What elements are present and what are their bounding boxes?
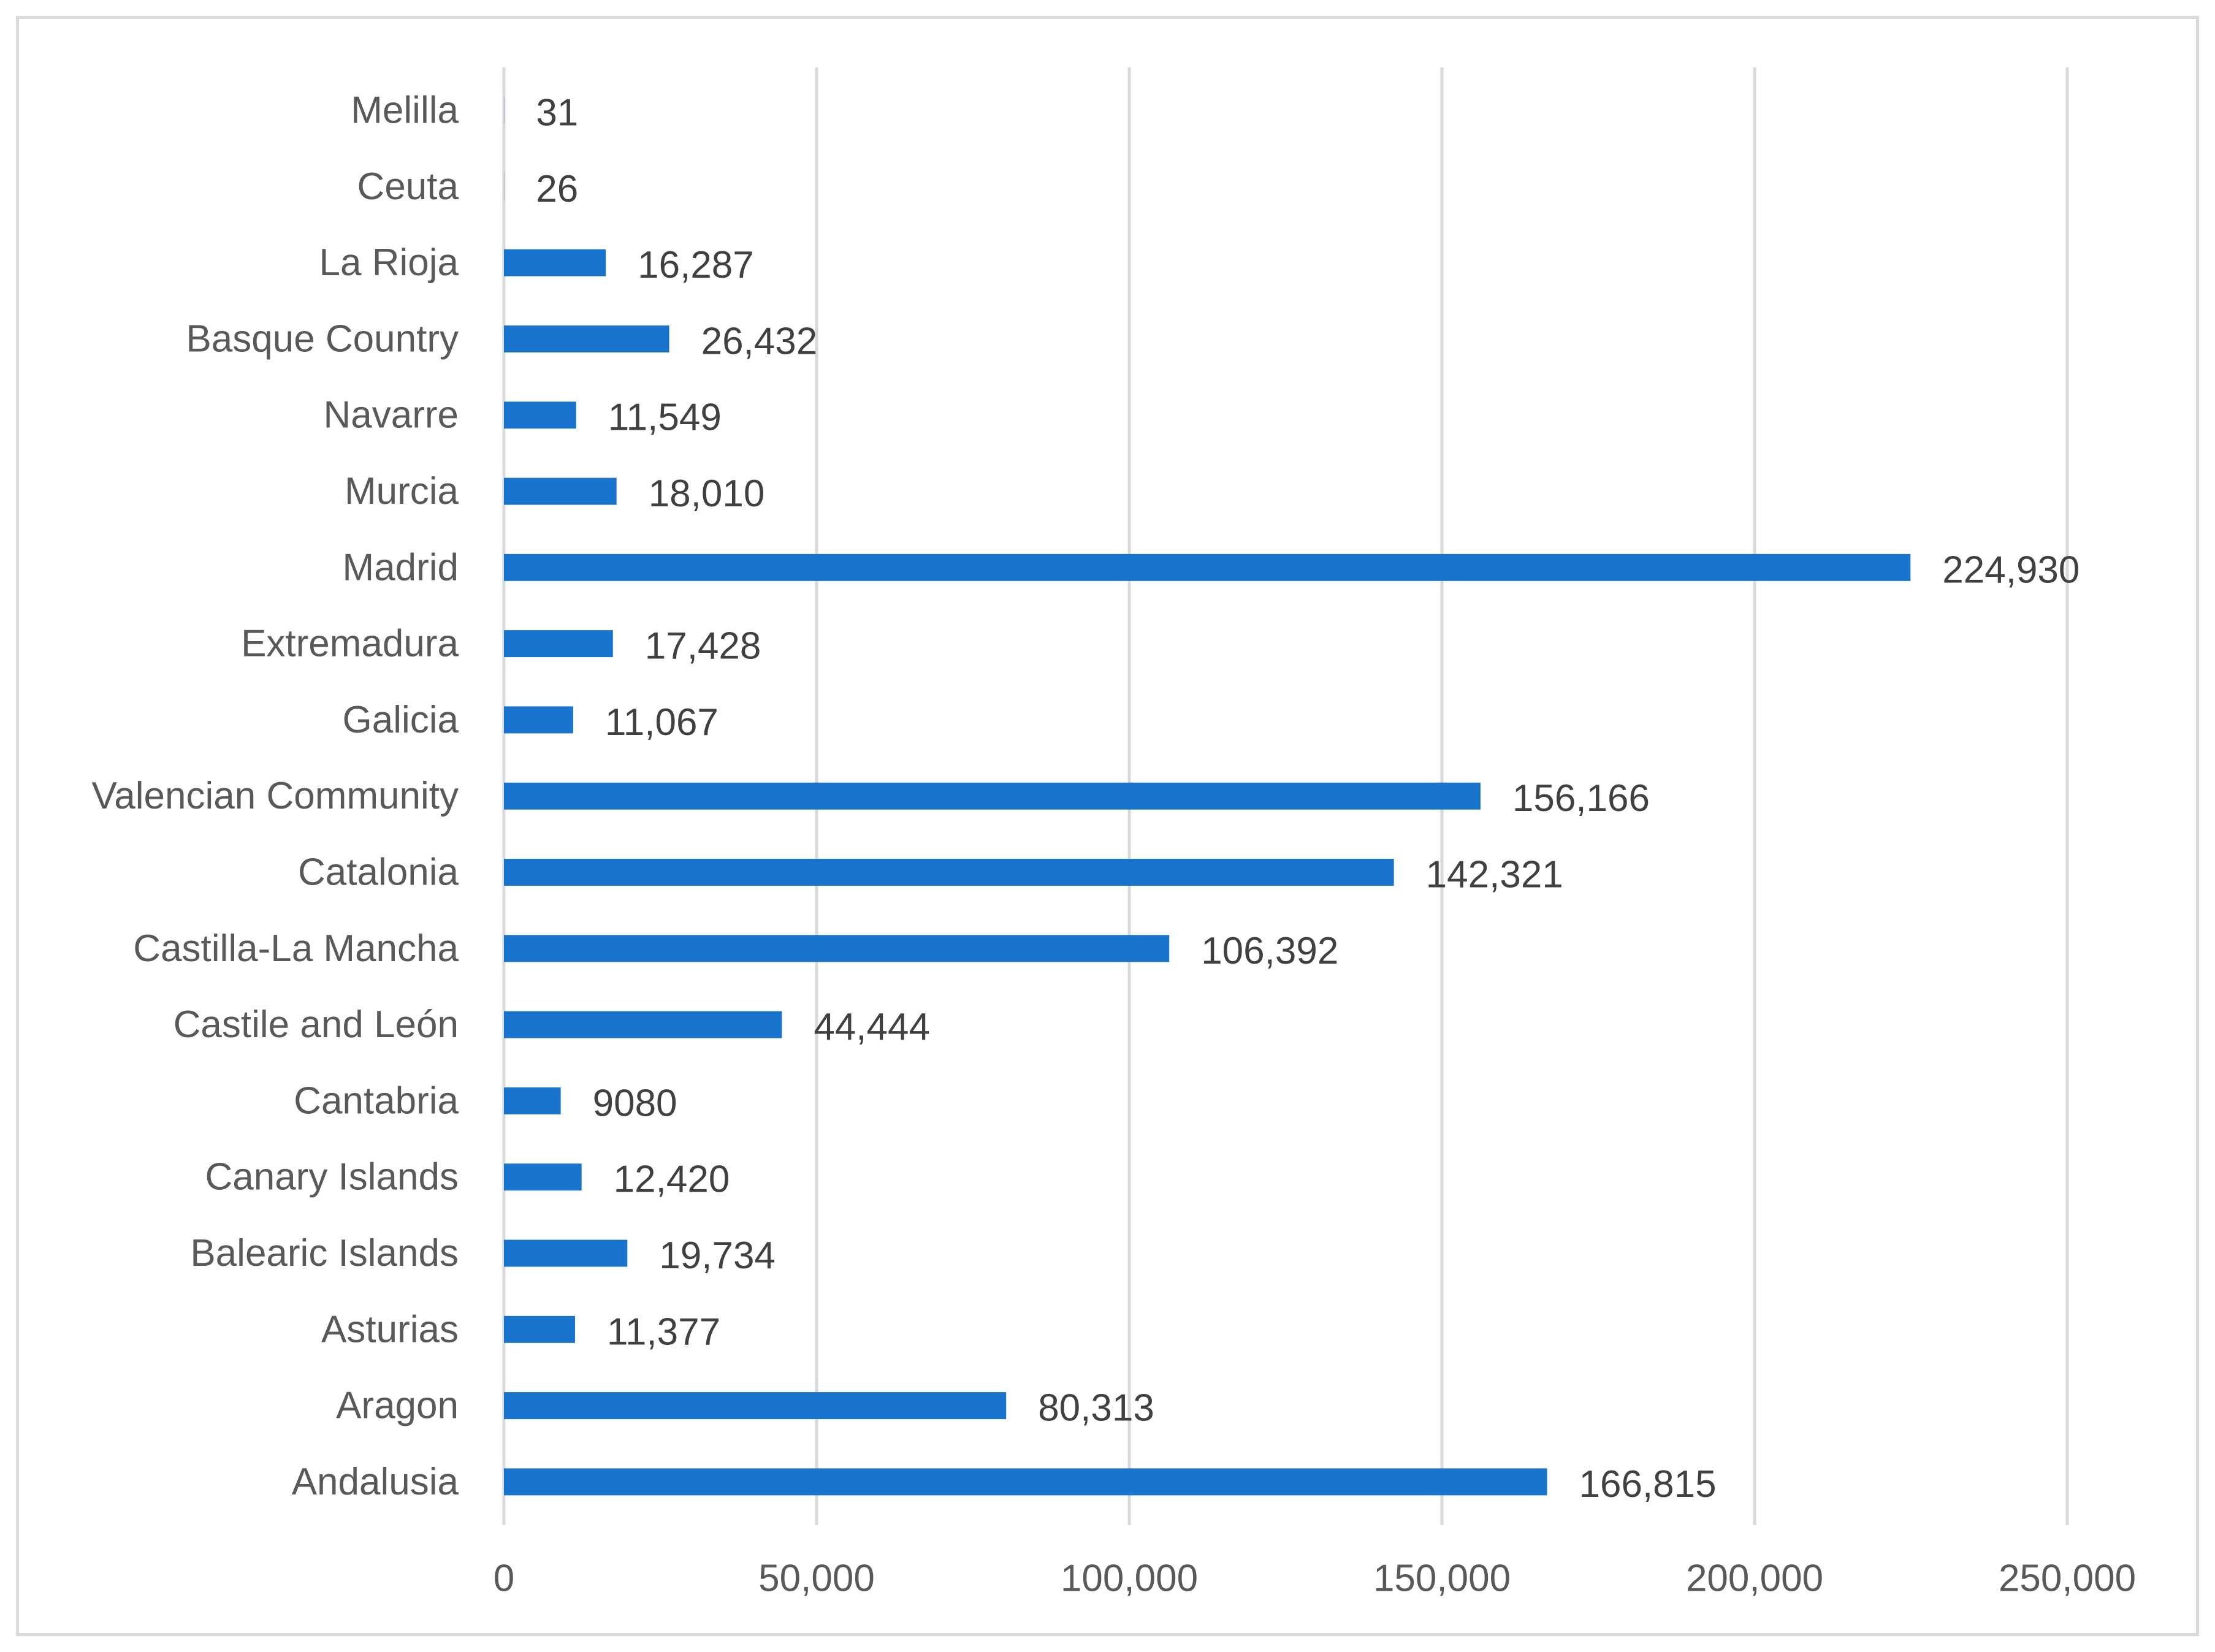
value-label-murcia: 18,010 xyxy=(649,473,765,515)
bar-cantabria xyxy=(504,1087,561,1114)
value-label-castile-and-leon: 44,444 xyxy=(814,1006,930,1048)
category-label-melilla: Melilla xyxy=(351,89,459,132)
value-label-castilla-la-mancha: 106,392 xyxy=(1201,930,1338,972)
bar-castile-and-leon xyxy=(504,1011,782,1038)
x-tick-label-2: 100,000 xyxy=(1061,1558,1198,1600)
value-label-madrid: 224,930 xyxy=(1942,549,2080,591)
value-labels: 31 26 16,287 26,432 11,549 18,010 224,930 17,42… xyxy=(536,92,2080,1505)
value-label-galicia: 11,067 xyxy=(605,701,719,744)
category-label-la-rioja: La Rioja xyxy=(319,242,459,284)
gridlines xyxy=(502,67,2069,1525)
category-label-ceuta: Ceuta xyxy=(357,166,459,208)
value-label-melilla: 31 xyxy=(536,92,578,134)
category-label-canary-islands: Canary Islands xyxy=(205,1156,459,1198)
value-label-basque-country: 26,432 xyxy=(701,320,818,362)
value-label-asturias: 11,377 xyxy=(607,1311,720,1353)
bar-navarre xyxy=(504,402,576,429)
category-labels: Melilla Ceuta La Rioja Basque Country Navarr… xyxy=(92,89,459,1503)
category-label-asturias: Asturias xyxy=(321,1308,459,1350)
value-label-navarre: 11,549 xyxy=(608,397,722,439)
category-label-basque-country: Basque Country xyxy=(186,318,459,360)
bar-castilla-la-mancha xyxy=(504,935,1170,962)
value-label-aragon: 80,313 xyxy=(1038,1387,1154,1429)
bar-valencian-community xyxy=(504,782,1481,810)
bar-catalonia xyxy=(504,859,1394,886)
bar-madrid xyxy=(504,554,1911,581)
bar-asturias xyxy=(504,1315,576,1343)
category-label-catalonia: Catalonia xyxy=(298,851,459,894)
category-label-madrid: Madrid xyxy=(342,546,459,588)
bar-extremadura xyxy=(504,630,613,658)
chart-frame xyxy=(16,16,2199,1636)
bars xyxy=(504,97,1911,1496)
x-axis-tick-labels: 0 50,000 100,000 150,000 200,000 250,000 xyxy=(494,1558,2136,1600)
x-tick-label-4: 200,000 xyxy=(1686,1558,1823,1600)
x-tick-label-0: 0 xyxy=(494,1558,514,1600)
category-label-valencian-community: Valencian Community xyxy=(92,775,459,817)
value-label-extremadura: 17,428 xyxy=(645,625,761,668)
bar-aragon xyxy=(504,1392,1007,1420)
value-label-cantabria: 9080 xyxy=(593,1082,677,1124)
value-label-balearic-islands: 19,734 xyxy=(659,1235,776,1277)
category-label-aragon: Aragon xyxy=(336,1385,459,1427)
value-label-la-rioja: 16,287 xyxy=(638,244,754,286)
category-label-extremadura: Extremadura xyxy=(241,623,459,665)
value-label-andalusia: 166,815 xyxy=(1579,1463,1717,1505)
category-label-murcia: Murcia xyxy=(345,470,459,512)
category-label-balearic-islands: Balearic Islands xyxy=(190,1232,459,1274)
bar-canary-islands xyxy=(504,1163,582,1191)
category-label-castilla-la-mancha: Castilla-La Mancha xyxy=(133,927,459,970)
value-label-valencian-community: 156,166 xyxy=(1512,777,1650,820)
x-tick-label-1: 50,000 xyxy=(758,1558,875,1600)
bar-la-rioja xyxy=(504,249,606,276)
category-label-navarre: Navarre xyxy=(323,394,459,436)
bar-galicia xyxy=(504,706,573,734)
bar-balearic-islands xyxy=(504,1239,628,1267)
value-label-catalonia: 142,321 xyxy=(1426,854,1563,896)
bar-andalusia xyxy=(504,1468,1547,1496)
value-label-canary-islands: 12,420 xyxy=(614,1159,730,1201)
category-label-cantabria: Cantabria xyxy=(294,1079,459,1122)
x-tick-label-3: 150,000 xyxy=(1373,1558,1511,1600)
bar-murcia xyxy=(504,478,617,505)
value-label-ceuta: 26 xyxy=(536,168,578,210)
x-tick-label-5: 250,000 xyxy=(1999,1558,2136,1600)
category-label-andalusia: Andalusia xyxy=(292,1461,459,1503)
category-label-castile-and-leon: Castile and León xyxy=(173,1003,459,1046)
category-label-galicia: Galicia xyxy=(342,699,459,741)
bar-basque-country xyxy=(504,325,669,352)
